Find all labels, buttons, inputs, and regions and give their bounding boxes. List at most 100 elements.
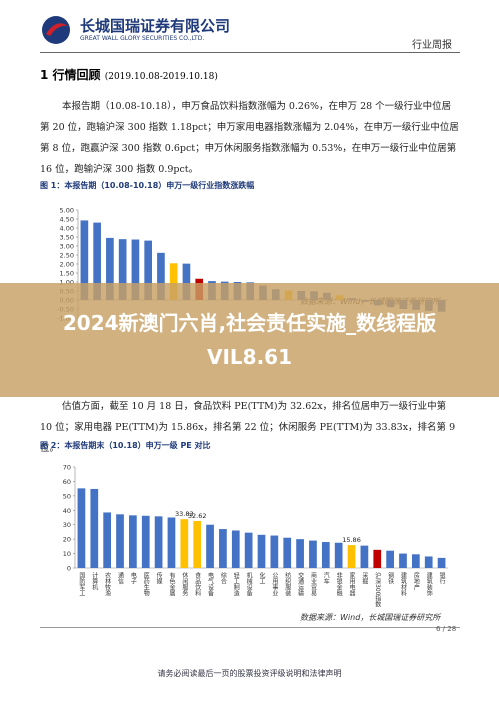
bar [219,529,227,568]
figure-source: 数据来源：Wind，长城国瑞证券研究所 [300,613,441,622]
bar [283,537,292,568]
company-en: GREAT WALL GLORY SECURITIES CO.,LTD. [80,35,205,42]
bar [309,540,317,568]
bar [244,532,253,568]
data-label: 15.86 [342,536,361,544]
chart: 0 10 20 30 40 50 60 70 国防军工 计算机 农林牧渔 通信 电子 医药生物 传媒 有色金属… [63,464,448,609]
x-tick-label: 轻工制造 [232,571,239,597]
bar [106,237,114,300]
y-tick-label: 30 [63,521,71,529]
x-tick-label: 沪深300指数 [374,571,381,608]
y-tick-label: 3.00 [60,243,74,251]
bar [180,519,189,568]
bar [129,515,137,568]
x-tick-label: 非银金融 [335,571,342,597]
bar [103,512,112,568]
x-tick-label: 交通运输 [297,571,304,597]
bar [437,557,446,568]
bar [411,554,420,568]
y-tick-label: 2.00 [60,261,74,269]
y-tick-label: 4.00 [60,225,74,233]
bar [206,524,214,568]
disclaimer: 请务必阅读最后一页的股票投资评级说明和法律声明 [157,669,342,678]
x-tick-label: 电子 [129,571,136,584]
bar [257,534,266,568]
bar [182,263,191,300]
x-tick-label: 综合 [219,571,226,585]
header-rule [40,52,460,53]
section-title: 1 行情回顾 (2019.10.08-2019.10.18) [40,66,218,83]
bar [386,550,394,568]
y-tick-label: 4.50 [60,216,74,224]
y-tick-label: 60 [63,478,71,486]
bar [167,517,176,568]
bar [131,239,140,300]
bar [77,488,86,568]
footer-rule [40,627,460,628]
x-tick-label: 银行 [438,571,445,585]
bar [347,545,356,568]
y-tick-label: 3.50 [60,234,74,242]
x-tick-label: 家用电器 [348,571,355,597]
bar [157,252,165,300]
logo [42,16,70,44]
figure-caption: 图 2：本报告期末（10.18）申万一级 PE 对比 [40,441,211,450]
x-tick-label: 有色金属 [168,571,175,597]
y-tick-label: 0 [67,565,71,573]
banner-text: 2024新澳门六肖,社会责任实施_数线程版VIL8.61 [62,311,437,369]
x-tick-label: 电气设备 [207,571,214,597]
figure-caption: 图 1：本报告期（10.08-10.18）申万一级行业指数涨跌幅 [40,181,255,190]
bar [296,539,304,568]
x-tick-label: 农林牧渔 [104,571,111,597]
section-period: (2019.10.08-2019.10.18) [104,72,218,82]
bar [141,515,150,568]
y-tick-label: 50 [63,492,71,500]
bar [118,239,127,300]
bar [270,535,279,568]
bar [93,222,101,300]
bar [144,240,152,300]
y-tick-label: 1.00 [60,279,74,287]
y-tick-label: 70 [63,464,71,472]
x-tick-label: 传媒 [155,571,162,585]
bar [321,542,330,568]
x-tick-label: 化工 [258,571,265,584]
y-tick-label: 40 [63,507,71,515]
report-type: 行业周报 [412,40,452,51]
bar [169,263,178,300]
data-label: 33.83 [175,510,194,518]
bar [154,516,163,568]
x-tick-label: 建筑材料 [399,571,406,597]
x-tick-label: 通信 [117,571,124,585]
y-tick-label: 1.50 [60,270,74,278]
y-tick-label: 10 [63,550,71,558]
section-name: 1 行情回顾 [40,68,101,82]
x-tick-label: 食品饮料 [194,571,201,597]
x-tick-label: 建筑装饰 [425,571,432,597]
x-tick-label: 机械设备 [245,571,252,597]
bar [90,488,99,568]
x-tick-label: 国防军工 [78,572,85,596]
paragraph: 估值方面，截至 10 月 18 日，食品饮料 PE(TTM)为 32.62x，排… [40,401,456,454]
paragraph: 本报告期（10.08-10.18），申万食品饮料指数涨幅为 0.26%，在申万 … [40,101,459,175]
y-tick-label: 5.00 [60,207,74,215]
bar [373,549,382,568]
company: 长城国瑞证券有限公司 [80,17,231,35]
x-tick-label: 休闲服务 [181,571,188,597]
x-tick-label: 采掘 [361,571,368,585]
bar [80,220,89,300]
x-tick-label: 医药生物 [142,572,149,597]
y-tick-label: 20 [63,536,71,544]
x-tick-label: 房地产 [412,571,419,591]
data-label: 32.62 [188,512,207,520]
x-tick-label: 公用事业 [271,572,278,596]
bar [360,545,369,568]
bar [193,520,202,568]
bar [116,514,124,568]
bar [399,553,407,568]
x-tick-label: 计算机 [91,571,98,591]
bar [424,556,433,568]
page-number: 6 / 28 [436,625,457,633]
x-tick-label: 商业贸易 [309,571,316,597]
